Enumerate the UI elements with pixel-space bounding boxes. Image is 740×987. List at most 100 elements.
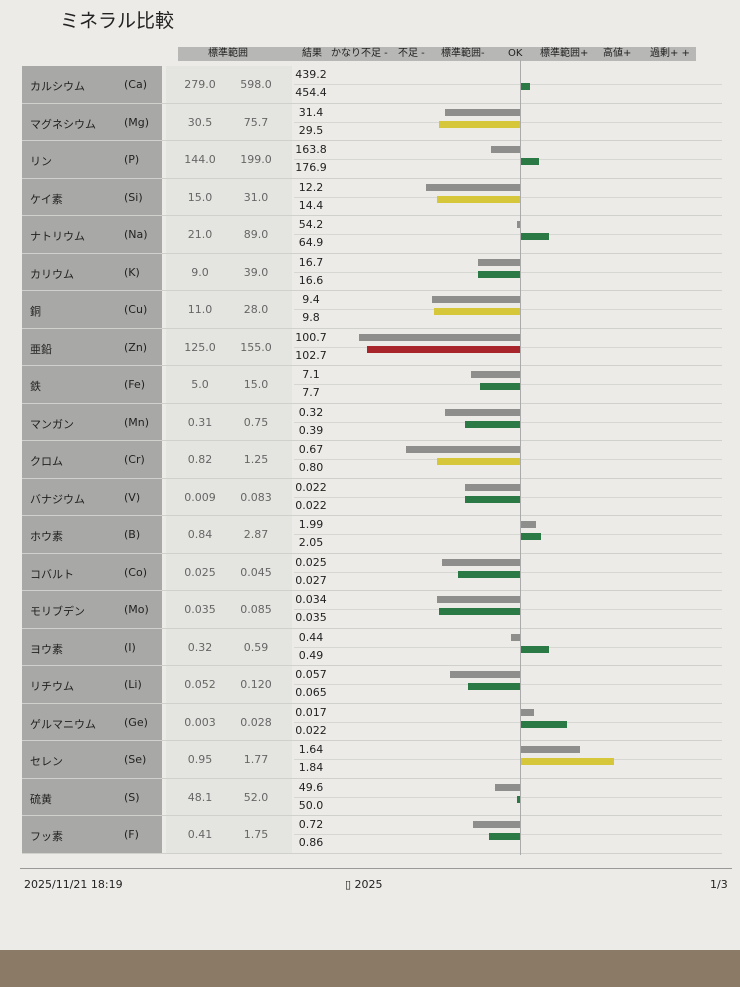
range-low: 0.32 [187,640,213,654]
header-cat-2: 標準範囲- [441,48,485,59]
mineral-name: マグネシウム [30,117,96,131]
range-low: 30.5 [187,115,213,129]
bar-previous [473,821,520,828]
row-divider [22,290,722,291]
table-row: ヨウ素 (I) 0.32 0.59 0.44 0.49 [22,629,722,666]
mineral-symbol: (K) [124,265,140,279]
mineral-name: 銅 [30,305,41,318]
mineral-name: カルシウム [30,80,85,93]
result-previous: 1.64 [298,743,324,756]
result-previous: 0.034 [295,593,327,606]
bar-current [478,270,520,278]
row-divider [22,477,722,479]
bar-current [520,533,541,540]
row-divider [22,590,722,591]
mineral-symbol: (Si) [124,190,143,204]
table-row: セレン (Se) 0.95 1.77 1.64 1.84 [22,741,722,779]
range-high: 2.87 [243,528,269,541]
row-divider [22,177,722,179]
table-row: マンガン (Mn) 0.31 0.75 0.32 0.39 [22,404,722,441]
bar-current [520,645,549,653]
row-midline [294,234,722,235]
table-header: 標準範囲 結果 かなり不足 - 不足 - 標準範囲- OK 標準範囲+ 高値+ … [178,47,696,61]
mineral-symbol: (Na) [124,228,148,241]
bar-previous [405,446,520,453]
header-cat-5: 高値+ [603,48,632,59]
range-high: 1.77 [243,753,269,766]
result-current: 29.5 [298,123,324,137]
row-divider [22,852,722,854]
range-high: 0.120 [240,678,272,691]
range-high: 75.7 [243,115,269,129]
bar-current [520,233,549,240]
row-divider [22,815,722,816]
mineral-name: リチウム [30,680,74,693]
row-midline [294,159,722,160]
range-high: 0.085 [240,603,272,616]
bar-previous [436,596,520,603]
result-current: 454.4 [295,86,327,99]
bar-previous [426,183,520,191]
mineral-symbol: (P) [124,153,140,166]
result-previous: 49.6 [298,780,324,794]
mineral-symbol: (F) [124,828,139,841]
range-low: 279.0 [184,78,216,91]
table-row: クロム (Cr) 0.82 1.25 0.67 0.80 [22,441,722,479]
range-low: 0.003 [184,715,216,729]
range-low: 0.009 [184,490,216,504]
range-low: 0.84 [187,528,213,541]
bar-previous [495,783,520,791]
mineral-name: 鉄 [30,380,41,393]
header-cat-0: かなり不足 - [331,48,388,59]
mineral-name: ケイ素 [30,192,63,206]
result-current: 0.022 [295,498,327,512]
result-previous: 0.017 [295,705,327,719]
mineral-symbol: (Mo) [124,603,149,616]
range-high: 15.0 [243,378,269,391]
result-previous: 0.32 [298,405,324,419]
result-current: 2.05 [298,536,324,549]
result-previous: 0.057 [295,668,327,681]
row-divider [22,215,722,216]
footer-page: 1/3 [710,878,728,891]
row-midline [294,721,722,723]
row-divider [22,402,722,404]
result-previous: 31.4 [298,105,324,119]
mineral-symbol: (Ca) [124,78,148,91]
bar-previous [358,333,520,341]
result-current: 14.4 [298,198,324,212]
bar-current [520,83,531,90]
bar-current [366,345,520,353]
bar-previous [444,408,520,416]
bar-current [436,458,520,465]
table-row: ホウ素 (B) 0.84 2.87 1.99 2.05 [22,516,722,554]
row-divider [22,740,722,741]
mineral-symbol: (Li) [124,678,142,691]
range-low: 0.82 [187,453,213,466]
footer-divider [20,868,732,869]
ok-center-line [520,60,521,855]
mineral-symbol: (Fe) [124,378,146,391]
result-previous: 16.7 [298,255,324,269]
range-high: 1.75 [243,828,269,841]
mineral-symbol: (S) [124,790,140,804]
result-current: 1.84 [298,761,324,774]
row-midline [294,759,722,760]
result-previous: 1.99 [298,518,324,531]
range-low: 0.025 [184,565,216,579]
row-midline [294,796,722,798]
header-cat-6: 過剰+ + [650,48,690,59]
range-high: 31.0 [243,190,269,204]
mineral-symbol: (Ge) [124,715,148,729]
table-row: カルシウム (Ca) 279.0 598.0 439.2 454.4 [22,66,722,104]
bar-previous [517,221,520,228]
table-row: 鉄 (Fe) 5.0 15.0 7.1 7.7 [22,366,722,404]
range-low: 144.0 [184,153,216,166]
range-low: 11.0 [187,303,213,316]
mineral-symbol: (V) [124,490,141,504]
bar-previous [431,296,520,303]
table-row: マグネシウム (Mg) 30.5 75.7 31.4 29.5 [22,104,722,141]
row-midline [294,84,722,85]
header-cat-1: 不足 - [398,48,425,59]
result-current: 64.9 [298,236,324,249]
